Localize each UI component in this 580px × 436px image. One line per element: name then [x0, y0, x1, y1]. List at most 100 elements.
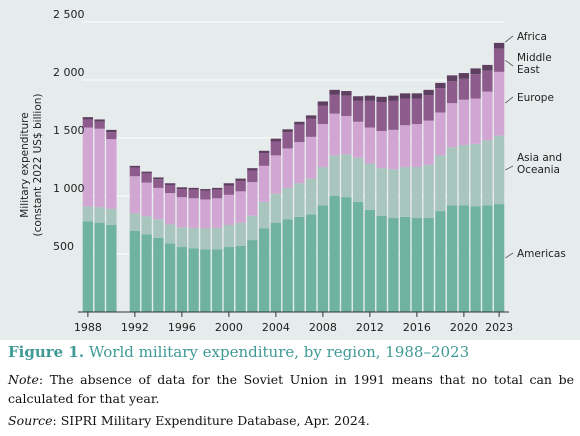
- bar-segment-europe: [129, 176, 141, 214]
- bar-segment-asia-and-oceania: [129, 213, 141, 231]
- bar-segment-americas: [470, 206, 481, 312]
- bar-segment-asia-and-oceania: [364, 163, 376, 210]
- bar-segment-americas: [82, 221, 94, 312]
- bar-segment-europe: [399, 125, 411, 167]
- bar-segment-americas: [388, 218, 399, 312]
- bar-segment-middle-east: [247, 170, 258, 183]
- y-tick-label: 500: [53, 240, 74, 253]
- legend-label-africa: Africa: [517, 31, 547, 43]
- figure-label: Figure 1.: [8, 343, 85, 361]
- bar-segment-americas: [435, 211, 446, 312]
- bar-segment-asia-and-oceania: [106, 208, 117, 225]
- bar-segment-europe: [294, 142, 305, 184]
- bar-segment-europe: [388, 129, 399, 170]
- legend-layer: Americas Asia and Oceania Europe Middle East A…: [505, 31, 566, 260]
- bar-segment-africa: [270, 138, 282, 142]
- bar-segment-africa: [470, 68, 481, 75]
- bar-segment-americas: [258, 228, 270, 312]
- bar-segment-asia-and-oceania: [258, 201, 270, 229]
- bar-segment-europe: [188, 198, 199, 228]
- bar-segment-asia-and-oceania: [376, 168, 387, 216]
- bar-segment-middle-east: [153, 179, 164, 188]
- bar-segment-middle-east: [106, 132, 117, 140]
- bar-segment-africa: [94, 119, 105, 122]
- bar-segment-americas: [200, 249, 211, 312]
- bar-segment-middle-east: [399, 98, 411, 126]
- bar-segment-europe: [223, 194, 235, 225]
- bar-segment-europe: [341, 115, 352, 155]
- note-body: : The absence of data for the Soviet Uni…: [8, 372, 574, 406]
- bar-segment-africa: [188, 187, 199, 190]
- bar-segment-middle-east: [493, 48, 505, 72]
- x-tick-label: 2020: [450, 321, 478, 334]
- bar-segment-asia-and-oceania: [188, 227, 199, 249]
- bar-segment-europe: [423, 120, 434, 165]
- bar-segment-europe: [247, 182, 258, 216]
- bar-segment-middle-east: [317, 105, 329, 125]
- bar-segment-africa: [435, 82, 446, 89]
- bar-segment-asia-and-oceania: [164, 224, 176, 244]
- bar-segment-africa: [446, 75, 458, 82]
- bar-segment-americas: [94, 222, 105, 312]
- bar-segment-americas: [411, 218, 423, 312]
- bar-segment-asia-and-oceania: [223, 225, 235, 248]
- bar-segment-middle-east: [200, 190, 211, 200]
- bar-segment-africa: [458, 73, 470, 79]
- bar-segment-americas: [458, 205, 470, 312]
- bar-segment-africa: [200, 189, 211, 191]
- bar-segment-europe: [329, 113, 340, 156]
- bar-segment-africa: [153, 177, 164, 180]
- bar-segment-africa: [106, 129, 117, 133]
- figure-title: World military expenditure, by region, 1…: [88, 343, 470, 361]
- bar-segment-middle-east: [129, 167, 141, 177]
- legend-label-americas: Americas: [517, 248, 566, 260]
- bar-segment-europe: [211, 198, 223, 228]
- bar-segment-africa: [176, 187, 188, 190]
- bar-segment-europe: [493, 71, 505, 136]
- bar-segment-asia-and-oceania: [176, 227, 188, 248]
- grid-layer: [82, 21, 505, 255]
- bar-segment-africa: [129, 165, 141, 168]
- bar-segment-middle-east: [423, 95, 434, 121]
- bar-segment-asia-and-oceania: [211, 227, 223, 250]
- bar-segment-asia-and-oceania: [470, 143, 481, 207]
- axis-layer: 500 1 000 1 500 2 000 2 500 1988 1992 1996 2000 2…: [53, 8, 513, 334]
- bar-segment-africa: [211, 187, 223, 190]
- bar-segment-asia-and-oceania: [482, 140, 493, 206]
- bar-segment-asia-and-oceania: [458, 144, 470, 206]
- x-tick-label: 1996: [168, 321, 196, 334]
- bar-segment-europe: [164, 193, 176, 225]
- bar-segment-africa: [376, 96, 387, 103]
- y-tick-label: 2 500: [53, 8, 85, 21]
- bar-segment-europe: [200, 199, 211, 229]
- bar-segment-africa: [423, 89, 434, 96]
- bar-segment-africa: [399, 93, 411, 99]
- bar-segment-americas: [247, 240, 258, 312]
- source-label: Source: [8, 413, 53, 428]
- x-tick-label: 2016: [403, 321, 431, 334]
- bar-segment-africa: [411, 93, 423, 99]
- x-tick-label: 2000: [215, 321, 243, 334]
- bar-segment-asia-and-oceania: [423, 164, 434, 219]
- bar-segment-asia-and-oceania: [282, 187, 293, 220]
- bar-segment-middle-east: [388, 100, 399, 130]
- chart-panel: 500 1 000 1 500 2 000 2 500 1988 1992 1996 2000 2…: [0, 0, 580, 340]
- bar-segment-europe: [141, 182, 152, 217]
- bar-segment-europe: [282, 148, 293, 188]
- bar-segment-africa: [235, 178, 246, 181]
- legend-label-europe: Europe: [517, 92, 554, 104]
- bar-segment-middle-east: [482, 70, 493, 92]
- bar-segment-africa: [317, 101, 329, 106]
- bar-segment-middle-east: [188, 189, 199, 199]
- bar-segment-europe: [235, 191, 246, 223]
- x-tick-label: 1988: [74, 321, 102, 334]
- bar-segment-americas: [305, 214, 317, 312]
- bar-segment-americas: [482, 205, 493, 312]
- bar-segment-middle-east: [305, 118, 317, 137]
- bar-segment-europe: [82, 127, 94, 207]
- bar-segment-middle-east: [282, 132, 293, 149]
- legend-leader-europe: [505, 96, 514, 104]
- bar-segment-middle-east: [223, 185, 235, 195]
- y-axis-label-line-1: Military expenditure: [19, 112, 31, 217]
- note-label: Note: [8, 372, 39, 387]
